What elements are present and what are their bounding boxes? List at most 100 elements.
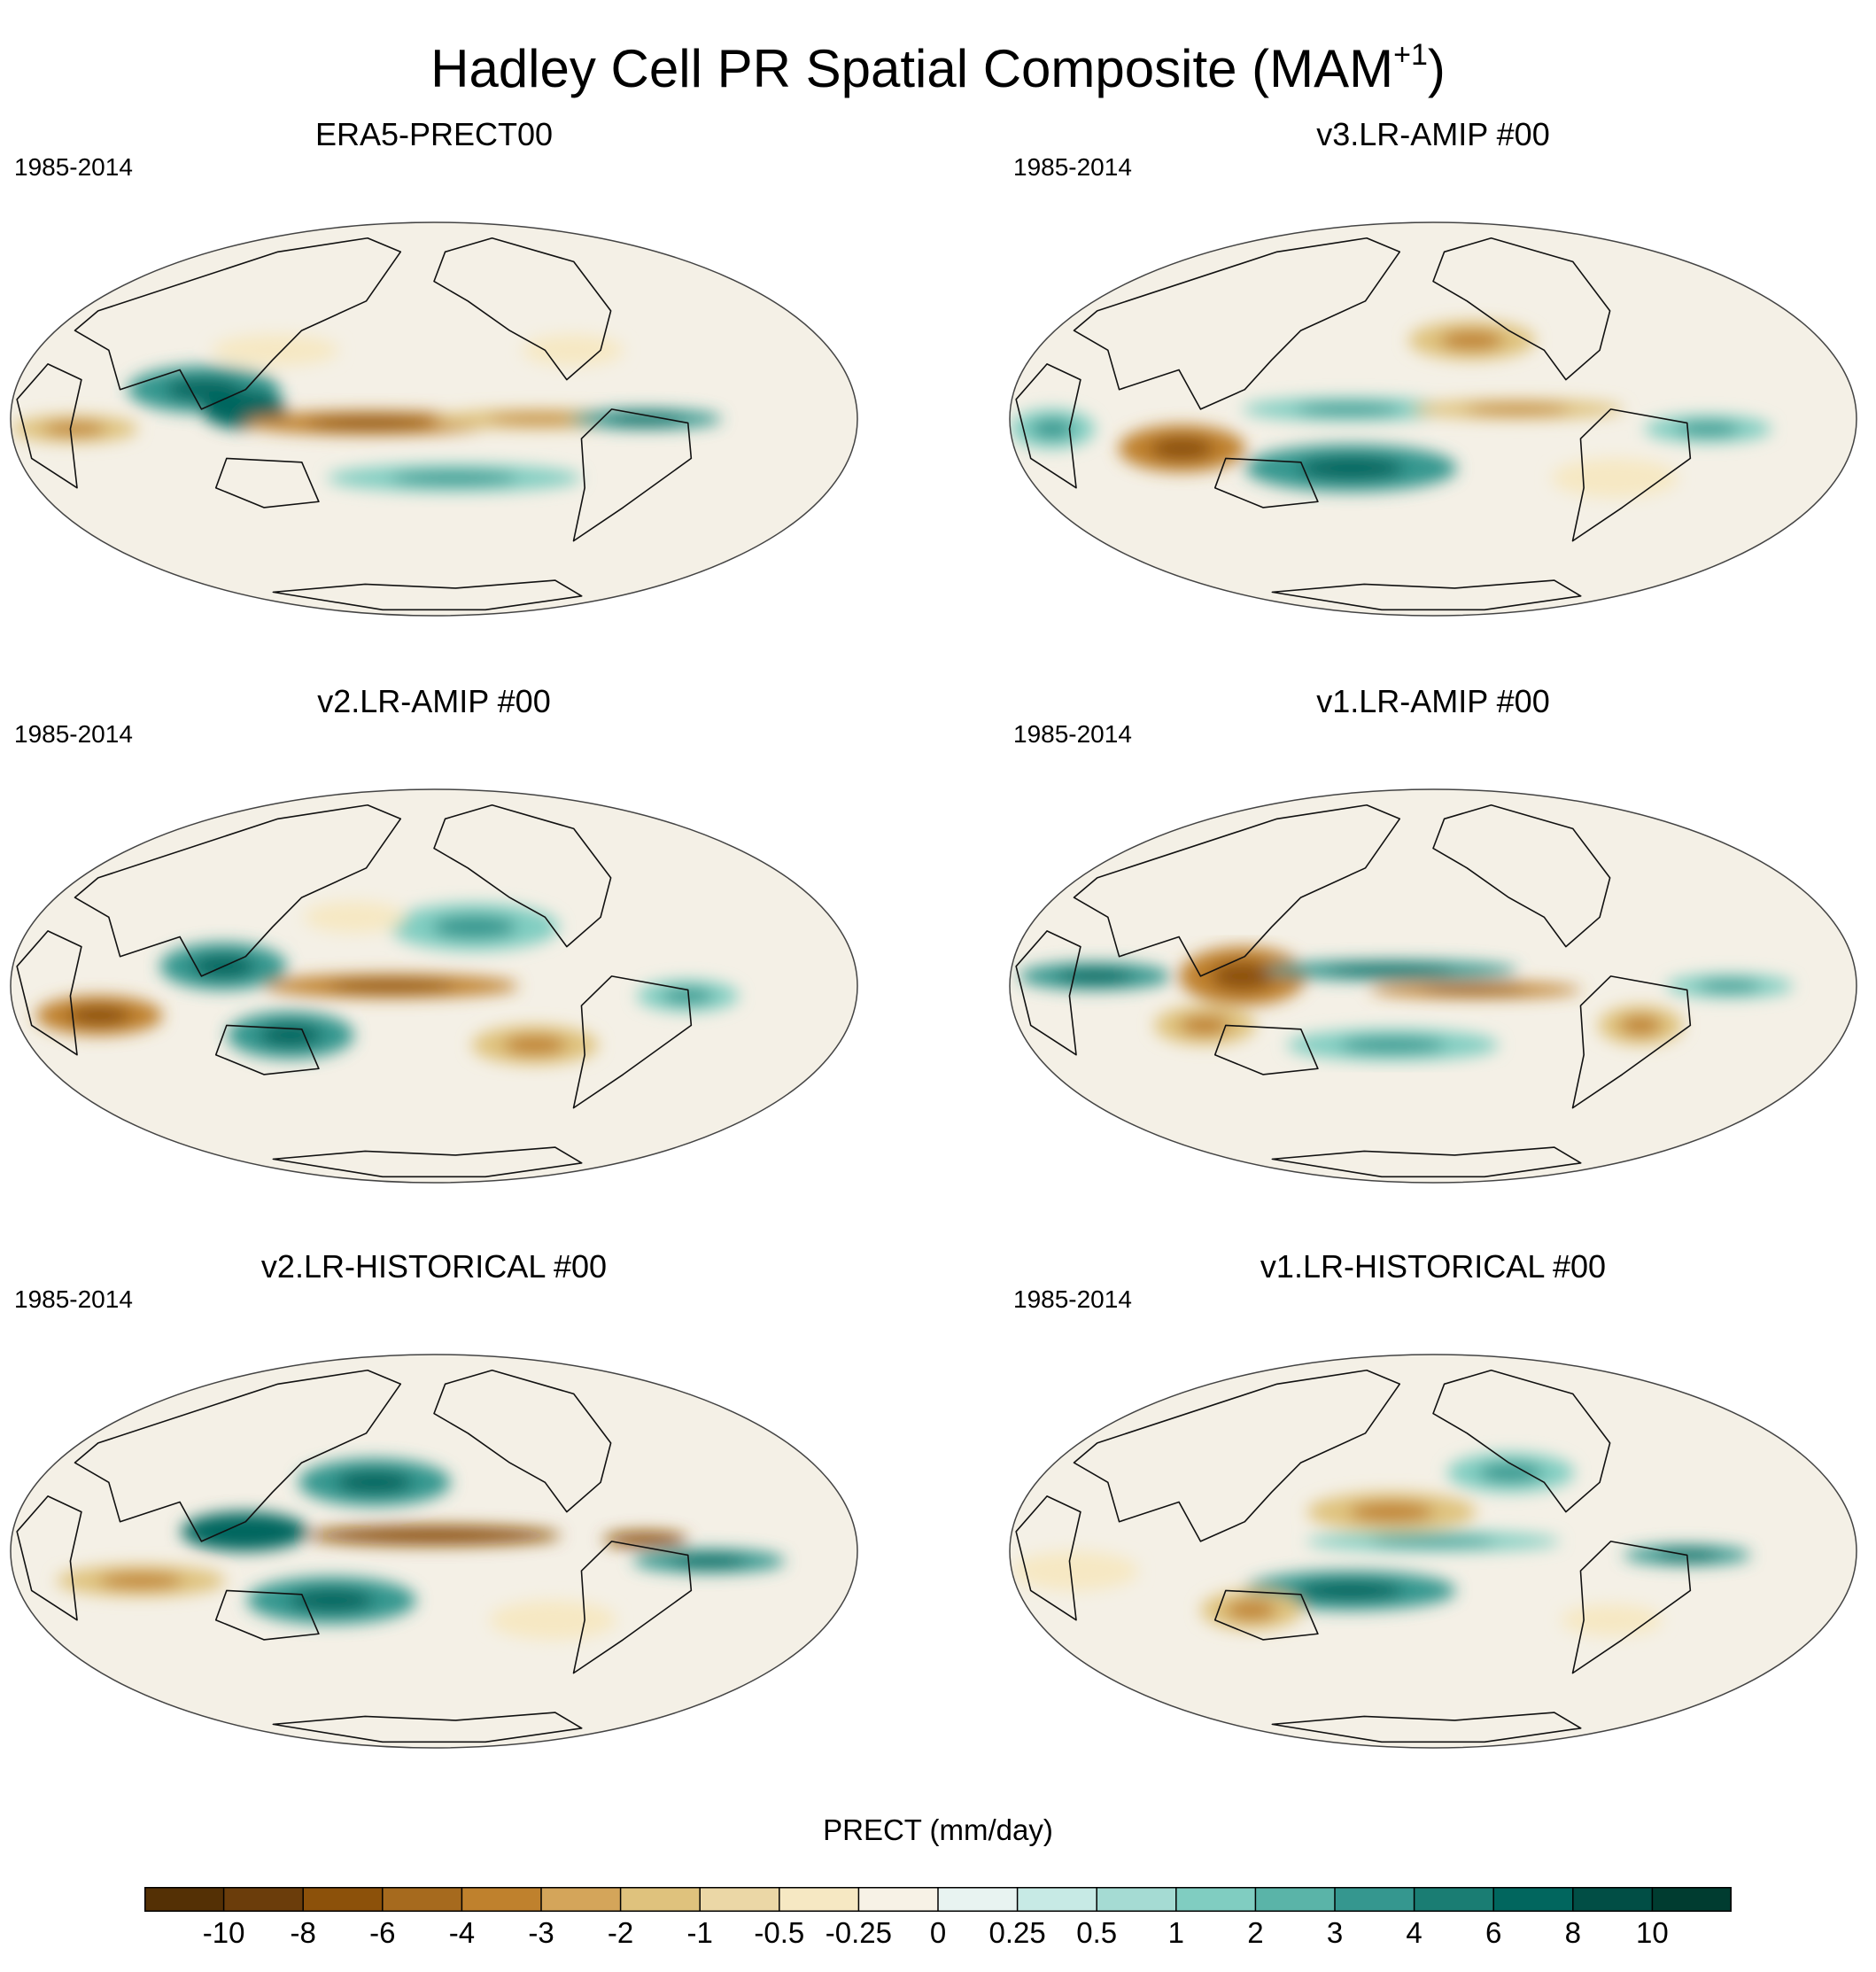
colorbar-tick-label: -0.5 [754, 1916, 805, 1949]
colorbar-tick-label: -6 [369, 1916, 396, 1949]
map-panel: v2.LR-HISTORICAL #00 1985-2014 [0, 1247, 868, 1797]
colorbar-tick-label: 10 [1636, 1916, 1669, 1949]
colorbar-tick-label: -8 [290, 1916, 316, 1949]
anomaly-core [306, 416, 435, 430]
anomaly-core [1423, 986, 1529, 994]
anomaly-core [1031, 419, 1074, 439]
map-border [1009, 221, 1857, 617]
anomaly-core [289, 1588, 375, 1612]
anomaly-core [521, 1610, 585, 1630]
coastline [1432, 1369, 1611, 1513]
panel-period: 1985-2014 [14, 1285, 133, 1313]
anomaly-core [1585, 1611, 1638, 1628]
colorbar-swatch [1097, 1887, 1177, 1912]
anomaly-core [329, 909, 381, 926]
coastline [272, 1146, 583, 1178]
panel-title: v2.LR-AMIP #00 [317, 683, 551, 719]
colorbar-tick-label: -10 [202, 1916, 245, 1949]
anomaly-core [328, 980, 455, 992]
panel-period: 1985-2014 [14, 720, 133, 748]
coastline [1432, 237, 1611, 381]
anomaly-core [98, 1572, 183, 1589]
coastline [74, 237, 402, 410]
anomaly-core [1211, 961, 1275, 991]
coastline [214, 457, 320, 509]
anomaly-core [624, 1535, 667, 1544]
precip-anomaly-map [1009, 221, 1857, 617]
anomaly-core [1439, 330, 1504, 351]
anomaly-core [662, 988, 714, 1004]
colorbar-tick-label: -2 [607, 1916, 634, 1949]
coastline [1271, 1146, 1582, 1178]
anomaly-core [1327, 965, 1455, 975]
colorbar-swatch [938, 1887, 1019, 1912]
map-border [1009, 1354, 1857, 1749]
map-border [10, 1354, 858, 1749]
colorbar-tick-label: 8 [1564, 1916, 1581, 1949]
coastline [1073, 804, 1401, 977]
coastline [1571, 1541, 1692, 1674]
colorbar-swatch [858, 1887, 939, 1912]
coastline [16, 363, 82, 489]
colorbar-swatch [1493, 1887, 1574, 1912]
anomaly-core [1150, 436, 1214, 461]
anomaly-core [1478, 1463, 1543, 1483]
colorbar-tick-label: -0.25 [825, 1916, 892, 1949]
colorbar-tick-label: 2 [1247, 1916, 1264, 1949]
panel-title: v1.LR-HISTORICAL #00 [1260, 1248, 1607, 1285]
colorbar [144, 1887, 1732, 1912]
precip-anomaly-map [1009, 788, 1857, 1184]
coastline [1213, 1589, 1319, 1641]
coastline [74, 1369, 402, 1542]
anomaly-core [1619, 1015, 1663, 1036]
anomaly-core [1697, 980, 1762, 992]
anomaly-core [1179, 1015, 1231, 1036]
coastline [433, 1369, 612, 1513]
coastline [16, 930, 82, 1056]
anomaly-core [222, 399, 266, 419]
colorbar-tick-label: -4 [448, 1916, 476, 1949]
anomaly-core [503, 1035, 567, 1055]
colorbar-swatch [223, 1887, 304, 1912]
coastline [1571, 975, 1692, 1109]
anomaly-core [336, 1470, 413, 1495]
map-panel: v2.LR-AMIP #00 1985-2014 [0, 682, 868, 1231]
coastline [272, 579, 583, 611]
anomaly-core [1583, 468, 1647, 488]
anomaly-core [370, 1530, 498, 1541]
colorbar-swatch [1017, 1887, 1097, 1912]
anomaly-core [1676, 422, 1740, 436]
coastline [1571, 408, 1692, 542]
anomaly-core [1226, 1600, 1277, 1620]
colorbar-tick-label: -3 [528, 1916, 554, 1949]
anomaly-core [1295, 403, 1402, 415]
coastline [433, 804, 612, 948]
map-panel: ERA5-PRECT00 1985-2014 [0, 115, 868, 664]
coastline [1432, 804, 1611, 948]
colorbar-swatch [303, 1887, 384, 1912]
colorbar-swatch [1414, 1887, 1494, 1912]
map-border [10, 788, 858, 1184]
coastline [1015, 1495, 1081, 1621]
anomaly-core [1057, 969, 1134, 983]
colorbar-swatch [1572, 1887, 1653, 1912]
precip-anomaly-map [10, 1354, 858, 1749]
coastline [1271, 579, 1582, 611]
anomaly-core [1349, 1502, 1434, 1522]
map-border [10, 221, 858, 617]
anomaly-core [244, 342, 307, 359]
anomaly-core [547, 342, 599, 359]
coastline [1073, 237, 1401, 410]
colorbar-swatch [541, 1887, 622, 1912]
panel-period: 1985-2014 [14, 153, 133, 181]
precip-anomaly-map [1009, 1354, 1857, 1749]
colorbar-swatch [1652, 1887, 1732, 1912]
coastline [1015, 930, 1081, 1056]
anomaly-core [43, 422, 107, 436]
anomaly-core [431, 915, 517, 939]
precip-anomaly-map [10, 788, 858, 1184]
colorbar-tick-label: 1 [1167, 1916, 1184, 1949]
panel-title: v3.LR-AMIP #00 [1316, 116, 1550, 152]
anomaly-core [67, 1005, 131, 1026]
coastline [272, 1712, 583, 1743]
